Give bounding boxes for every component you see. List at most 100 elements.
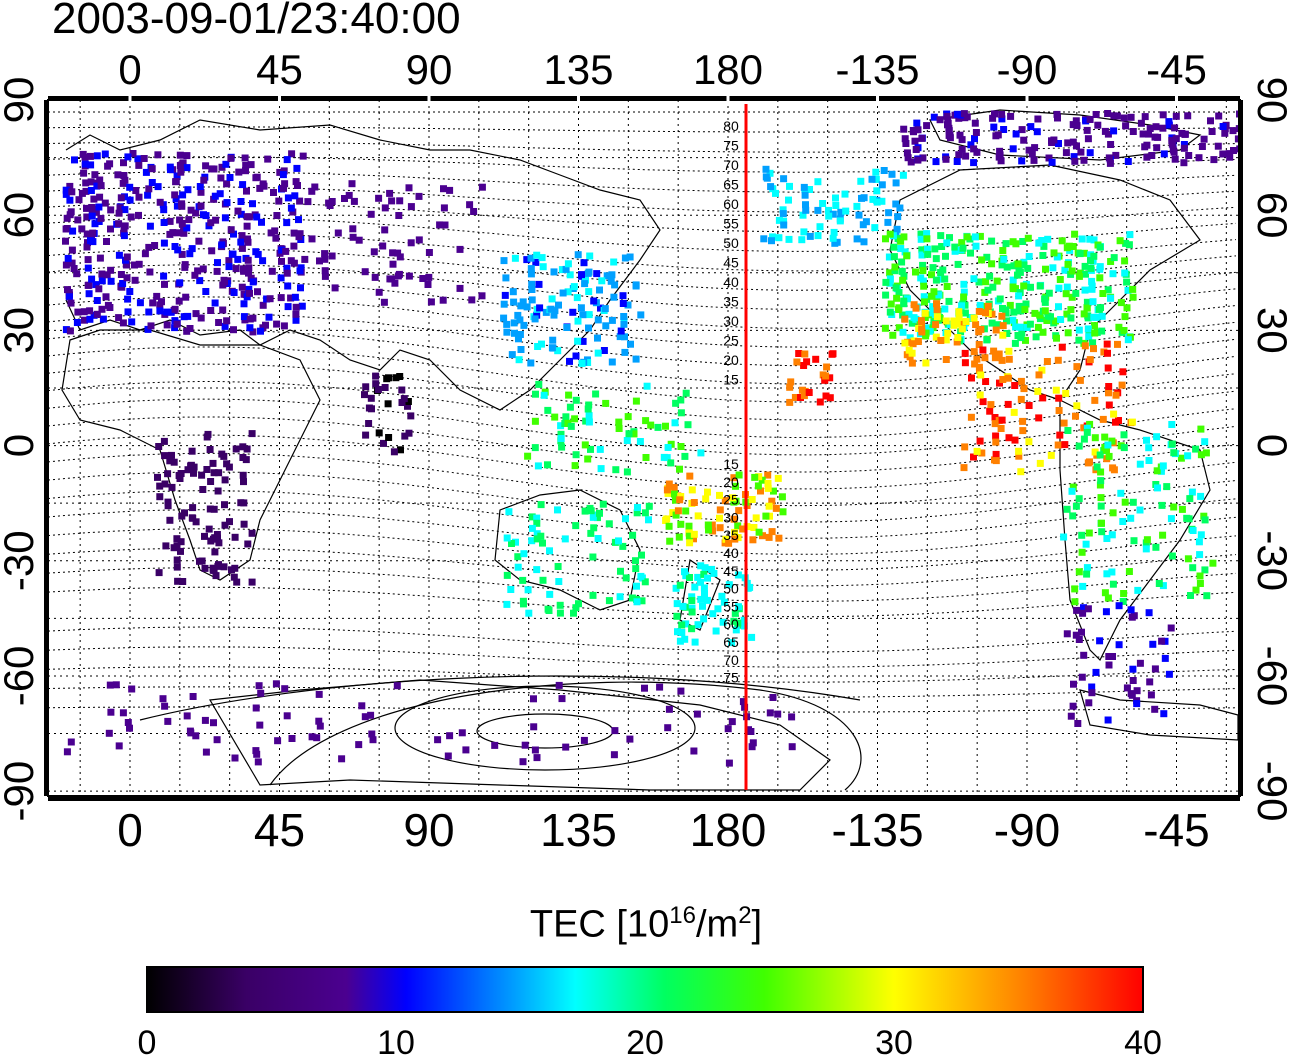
tec-sample	[597, 465, 605, 473]
tec-sample	[274, 737, 282, 745]
tec-sample	[1045, 289, 1053, 297]
tec-sample	[1078, 673, 1086, 681]
tec-sample	[556, 609, 564, 617]
tec-sample	[729, 494, 737, 502]
tec-sample	[1123, 304, 1131, 312]
tec-sample	[955, 313, 963, 321]
tec-sample	[791, 394, 799, 401]
tec-sample	[532, 258, 540, 266]
tec-sample	[115, 251, 123, 259]
tec-sample	[126, 724, 133, 732]
tec-sample	[1234, 135, 1240, 143]
tec-sample	[701, 564, 709, 572]
tec-sample	[585, 324, 592, 332]
mag-lat-contour	[48, 567, 1237, 602]
tec-sample	[404, 402, 411, 410]
tec-sample	[853, 202, 861, 210]
tec-sample	[953, 158, 961, 165]
tec-sample	[230, 289, 238, 296]
x-tick-bottom-label: 90	[403, 804, 454, 856]
tec-sample	[642, 417, 650, 425]
tec-sample	[768, 237, 775, 245]
tec-sample	[530, 695, 537, 703]
tec-sample	[546, 590, 554, 598]
tec-sample	[249, 278, 257, 286]
tec-sample	[929, 264, 937, 272]
contour-label: 45	[723, 255, 739, 271]
tec-sample	[682, 507, 690, 515]
tec-sample	[1146, 125, 1154, 132]
tec-sample	[1091, 434, 1099, 442]
tec-sample	[755, 473, 763, 481]
tec-sample	[219, 306, 227, 314]
tec-sample	[886, 230, 894, 238]
tec-sample	[290, 242, 298, 250]
tec-sample	[214, 259, 221, 267]
tec-sample	[1045, 154, 1053, 162]
tec-sample	[887, 300, 895, 308]
tec-sample	[510, 319, 518, 327]
tec-sample	[712, 627, 720, 635]
tec-sample	[708, 521, 716, 529]
tec-sample	[973, 447, 981, 455]
contour-label: 30	[723, 509, 739, 525]
tec-sample	[350, 197, 358, 205]
tec-sample	[1159, 462, 1167, 470]
tec-sample	[946, 321, 954, 329]
tec-sample	[510, 298, 518, 306]
tec-sample	[107, 225, 114, 233]
tec-sample	[967, 141, 975, 149]
tec-sample	[1072, 117, 1080, 125]
tec-sample	[686, 574, 693, 581]
tec-sample	[1063, 505, 1071, 513]
tec-sample	[1221, 129, 1229, 137]
tec-sample	[1104, 286, 1112, 294]
tec-sample	[1073, 363, 1081, 371]
tec-sample	[135, 211, 142, 219]
tec-sample	[889, 331, 897, 339]
tec-sample	[210, 505, 218, 513]
tec-sample	[1010, 408, 1018, 416]
tec-sample	[873, 187, 881, 195]
tec-sample	[446, 186, 454, 194]
tec-sample	[1040, 242, 1048, 250]
tec-sample	[674, 507, 682, 515]
tec-sample	[532, 390, 539, 398]
tec-sample	[1201, 438, 1209, 446]
tec-sample	[621, 333, 628, 341]
tec-sample	[173, 229, 181, 237]
tec-sample	[95, 285, 103, 293]
tec-sample	[700, 570, 708, 578]
tec-sample	[348, 180, 356, 188]
tec-sample	[959, 244, 967, 252]
tec-sample	[1034, 387, 1042, 395]
tec-sample	[585, 412, 593, 420]
tec-sample	[1130, 537, 1138, 545]
tec-sample	[256, 184, 264, 192]
tec-sample	[107, 206, 115, 214]
tec-sample	[225, 463, 233, 471]
contour-label: 70	[723, 157, 739, 173]
tec-sample	[1053, 110, 1061, 118]
tec-sample	[632, 355, 640, 363]
tec-sample	[1005, 355, 1013, 363]
tec-sample	[203, 466, 211, 473]
tec-sample	[405, 429, 413, 437]
tec-sample	[211, 548, 219, 556]
contour-label: 30	[723, 313, 739, 329]
tec-sample	[766, 512, 773, 520]
tec-sample	[678, 621, 686, 629]
tec-sample	[115, 209, 123, 217]
tec-sample	[785, 235, 793, 243]
tec-sample	[161, 280, 168, 288]
tec-sample	[1073, 142, 1080, 150]
tec-sample	[1181, 130, 1189, 138]
tec-sample	[677, 396, 685, 404]
tec-sample	[273, 212, 281, 219]
tec-sample	[321, 250, 329, 258]
tec-sample	[127, 213, 135, 221]
tec-sample	[954, 334, 962, 341]
tec-sample	[988, 319, 996, 327]
tec-sample	[992, 438, 1000, 446]
tec-sample	[247, 161, 255, 169]
